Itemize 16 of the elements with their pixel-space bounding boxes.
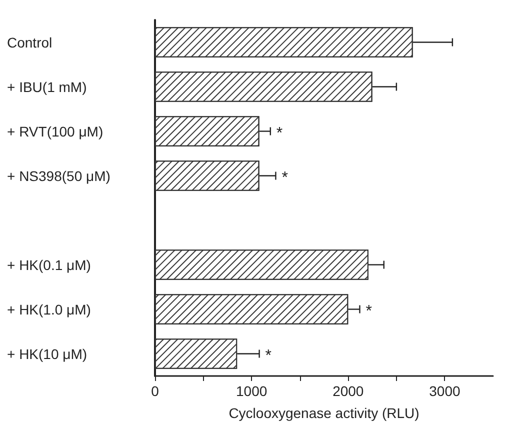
data-label: * <box>366 302 372 320</box>
data-label: * <box>276 124 283 142</box>
x-tick-label: 0 <box>151 383 160 399</box>
y-tick-label: + HK(1.0 μM) <box>7 301 91 318</box>
y-tick-label: + HK(0.1 μM) <box>7 256 91 273</box>
x-tick-label: 2000 <box>332 383 364 399</box>
y-tick-label: Control <box>7 34 52 50</box>
data-label: * <box>265 347 272 364</box>
x-axis-title: Cyclooxygenase activity (RLU) <box>228 405 420 421</box>
x-tick-label: 1000 <box>236 383 268 399</box>
y-tick-label: + RVT(100 μM) <box>7 123 104 140</box>
y-tick-label: + NS398(50 μM) <box>7 168 110 184</box>
y-tick-label: + IBU(1 mM) <box>7 78 87 95</box>
data-label: * <box>282 169 288 186</box>
y-tick-label: + HK(10 μM) <box>7 346 88 362</box>
x-tick-label: 3000 <box>429 383 460 399</box>
